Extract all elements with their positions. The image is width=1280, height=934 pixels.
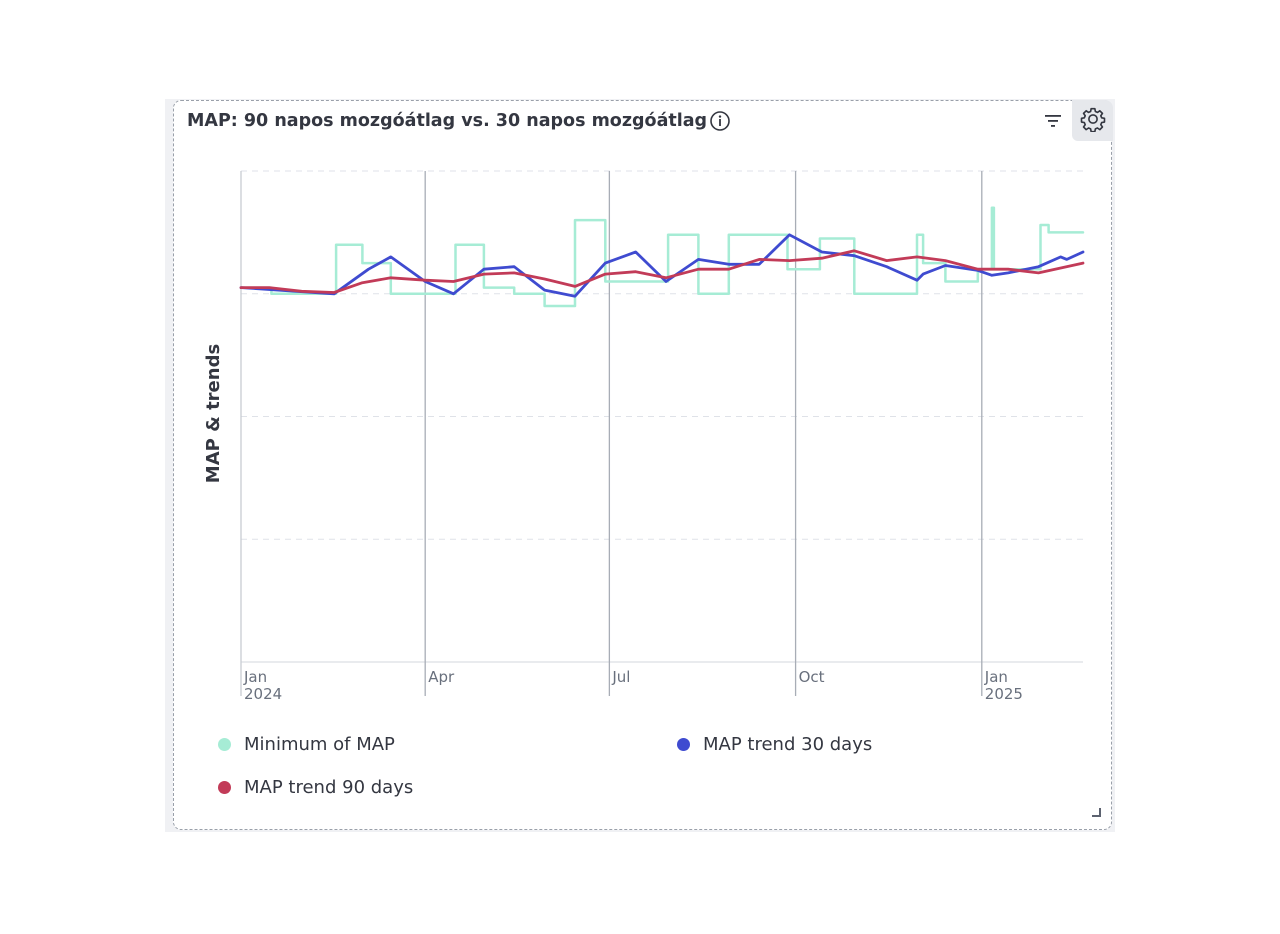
legend-label-trend30: MAP trend 30 days <box>703 734 873 755</box>
legend-dot-trend90 <box>218 781 231 794</box>
filter-icon <box>1044 113 1062 132</box>
x-tick-sublabel: 2024 <box>244 685 282 703</box>
series-line-trend90 <box>239 249 1085 294</box>
legend-dot-trend30 <box>677 738 690 751</box>
chart-panel: MAP: 90 napos mozgóátlag vs. 30 napos mo… <box>173 100 1113 830</box>
legend-dot-minimum <box>218 738 231 751</box>
y-axis-label: MAP & trends <box>203 344 224 483</box>
x-tick-label: Jan <box>243 668 267 686</box>
settings-button[interactable] <box>1072 100 1113 141</box>
legend-label-minimum: Minimum of MAP <box>244 734 395 755</box>
x-tick-label: Oct <box>799 668 825 686</box>
x-tick-label: Apr <box>428 668 455 686</box>
x-tick-sublabel: 2025 <box>985 685 1023 703</box>
info-icon[interactable] <box>709 110 731 132</box>
x-tick-label: Jul <box>611 668 630 686</box>
legend-item-minimum[interactable]: Minimum of MAP <box>218 734 395 755</box>
resize-handle[interactable] <box>1092 808 1101 817</box>
series-line-minimum <box>239 206 1085 308</box>
gear-icon <box>1080 106 1106 136</box>
legend-item-trend90[interactable]: MAP trend 90 days <box>218 777 413 798</box>
x-tick-label: Jan <box>984 668 1008 686</box>
legend-item-trend30[interactable]: MAP trend 30 days <box>677 734 872 755</box>
panel-title: MAP: 90 napos mozgóátlag vs. 30 napos mo… <box>187 110 731 132</box>
panel-title-text: MAP: 90 napos mozgóátlag vs. 30 napos mo… <box>187 111 708 131</box>
legend-label-trend90: MAP trend 90 days <box>244 777 414 798</box>
filter-button[interactable] <box>1040 109 1066 135</box>
series-line-trend30 <box>239 233 1085 298</box>
